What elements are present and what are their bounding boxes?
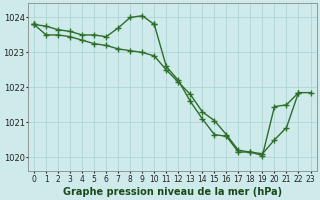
X-axis label: Graphe pression niveau de la mer (hPa): Graphe pression niveau de la mer (hPa) (63, 187, 282, 197)
